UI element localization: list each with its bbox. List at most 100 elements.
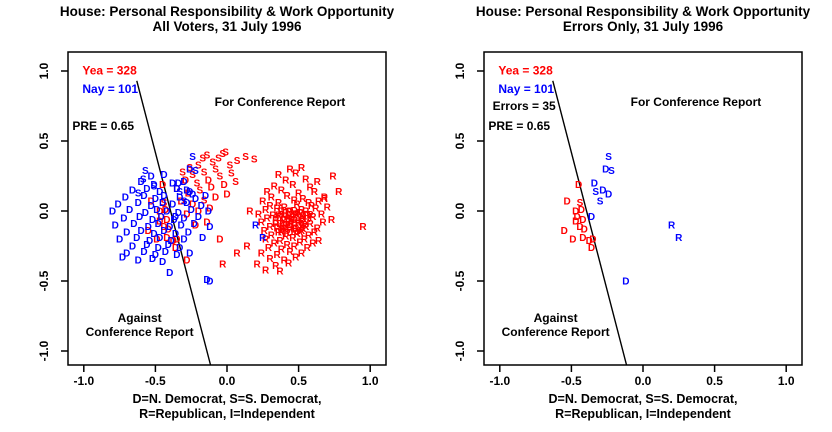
data-point-yea: R bbox=[268, 230, 276, 241]
data-point-nay: D bbox=[195, 212, 202, 223]
data-point-nay: S bbox=[192, 166, 199, 177]
panel-title-line2: Errors Only, 31 July 1996 bbox=[563, 19, 724, 34]
data-point-yea: R bbox=[271, 181, 279, 192]
data-point-yea: R bbox=[292, 169, 300, 180]
data-point-nay: D bbox=[180, 214, 187, 225]
data-point-yea: R bbox=[278, 186, 286, 197]
data-point-yea: R bbox=[291, 221, 299, 232]
data-point-yea: R bbox=[296, 208, 304, 219]
data-point-yea: R bbox=[274, 204, 282, 215]
data-point-yea: S bbox=[212, 165, 219, 176]
x-tick-label: 0.0 bbox=[635, 374, 652, 388]
x-tick-label: 0.0 bbox=[219, 374, 236, 388]
data-point-yea: D bbox=[183, 209, 190, 220]
data-point-yea: D bbox=[205, 176, 212, 187]
data-point-yea: R bbox=[278, 207, 286, 218]
data-point-yea: R bbox=[282, 232, 290, 243]
data-point-yea: R bbox=[309, 212, 317, 223]
data-point-yea: R bbox=[291, 215, 299, 226]
data-point-nay: D bbox=[120, 214, 127, 225]
pre-label: PRE = 0.65 bbox=[72, 119, 134, 133]
data-point-yea: D bbox=[574, 212, 581, 223]
against-conference-report-line1: Against bbox=[118, 311, 162, 325]
data-point-nay: D bbox=[147, 172, 154, 183]
data-point-yea: S bbox=[204, 151, 211, 162]
data-point-yea: R bbox=[284, 228, 292, 239]
data-point-yea: D bbox=[569, 235, 576, 246]
data-point-nay: R bbox=[259, 233, 267, 244]
data-point-yea: R bbox=[261, 226, 269, 237]
data-point-yea: S bbox=[196, 186, 203, 197]
data-point-yea: R bbox=[281, 211, 289, 222]
data-point-yea: S bbox=[577, 198, 584, 209]
data-point-yea: R bbox=[285, 207, 293, 218]
data-point-yea: R bbox=[286, 207, 294, 218]
data-point-yea: S bbox=[217, 172, 224, 183]
nay-count-label: Nay = 101 bbox=[498, 82, 554, 96]
data-point-yea: D bbox=[588, 243, 595, 254]
data-point-yea: R bbox=[295, 218, 303, 229]
data-point-yea: S bbox=[189, 170, 196, 181]
data-point-yea: D bbox=[563, 197, 570, 208]
data-point-nay: D bbox=[162, 247, 169, 258]
data-point-nay: D bbox=[169, 179, 176, 190]
against-conference-report-line2: Conference Report bbox=[86, 325, 194, 339]
data-point-yea: D bbox=[578, 205, 585, 216]
data-point-nay: D bbox=[123, 249, 130, 260]
data-point-yea: R bbox=[304, 243, 312, 254]
x-axis-label-line1: D=N. Democrat, S=S. Democrat, bbox=[133, 392, 322, 406]
data-point-nay: D bbox=[175, 208, 182, 219]
data-point-nay: D bbox=[146, 236, 153, 247]
data-point-nay: D bbox=[165, 240, 172, 251]
data-point-yea: D bbox=[163, 233, 170, 244]
data-point-nay: D bbox=[180, 177, 187, 188]
data-point-yea: D bbox=[160, 222, 167, 233]
panel-title-line1: House: Personal Responsibility & Work Op… bbox=[476, 4, 811, 19]
data-point-nay: S bbox=[597, 197, 604, 208]
data-point-yea: D bbox=[576, 222, 583, 233]
data-point-yea: R bbox=[291, 195, 299, 206]
data-point-nay: D bbox=[129, 186, 136, 197]
data-point-nay: D bbox=[168, 236, 175, 247]
data-point-yea: R bbox=[302, 207, 310, 218]
data-point-yea: D bbox=[173, 235, 180, 246]
data-point-yea: S bbox=[228, 169, 235, 180]
data-point-nay: D bbox=[160, 191, 167, 202]
data-point-nay: D bbox=[186, 249, 193, 260]
data-point-nay: D bbox=[152, 250, 159, 261]
data-point-yea: S bbox=[209, 158, 216, 169]
y-tick-label: -0.5 bbox=[453, 270, 467, 291]
y-tick-label: -1.0 bbox=[453, 340, 467, 361]
data-point-yea: R bbox=[271, 239, 279, 250]
data-point-yea: D bbox=[170, 236, 177, 247]
data-point-yea: S bbox=[161, 198, 168, 209]
data-point-yea: S bbox=[227, 160, 234, 171]
y-tick-label: 0.5 bbox=[453, 132, 467, 149]
data-point-yea: R bbox=[285, 258, 293, 269]
data-point-yea: R bbox=[298, 216, 306, 227]
data-point-yea: S bbox=[242, 152, 249, 163]
data-point-yea: R bbox=[335, 187, 343, 198]
data-point-yea: R bbox=[275, 228, 283, 239]
against-conference-report-line1: Against bbox=[534, 311, 578, 325]
data-point-nay: D bbox=[140, 247, 147, 258]
data-point-yea: R bbox=[279, 216, 287, 227]
data-point-yea: R bbox=[288, 215, 296, 226]
data-point-yea: R bbox=[268, 193, 276, 204]
data-point-yea: D bbox=[589, 235, 596, 246]
data-point-yea: R bbox=[286, 210, 294, 221]
data-point-yea: S bbox=[194, 179, 201, 190]
y-tick-label: 1.0 bbox=[453, 62, 467, 79]
data-point-nay: D bbox=[202, 191, 209, 202]
data-point-yea: S bbox=[179, 167, 186, 178]
scatter-plot-errors-only: House: Personal Responsibility & Work Op… bbox=[453, 4, 811, 421]
data-point-yea: R bbox=[262, 235, 270, 246]
data-point-nay: D bbox=[126, 205, 133, 216]
data-point-nay: D bbox=[185, 228, 192, 239]
data-point-yea: R bbox=[285, 214, 293, 225]
data-point-yea: R bbox=[329, 172, 337, 183]
y-tick-label: 0.0 bbox=[37, 202, 51, 219]
data-point-yea: R bbox=[306, 183, 314, 194]
data-point-nay: D bbox=[129, 242, 136, 253]
data-point-yea: D bbox=[185, 188, 192, 199]
